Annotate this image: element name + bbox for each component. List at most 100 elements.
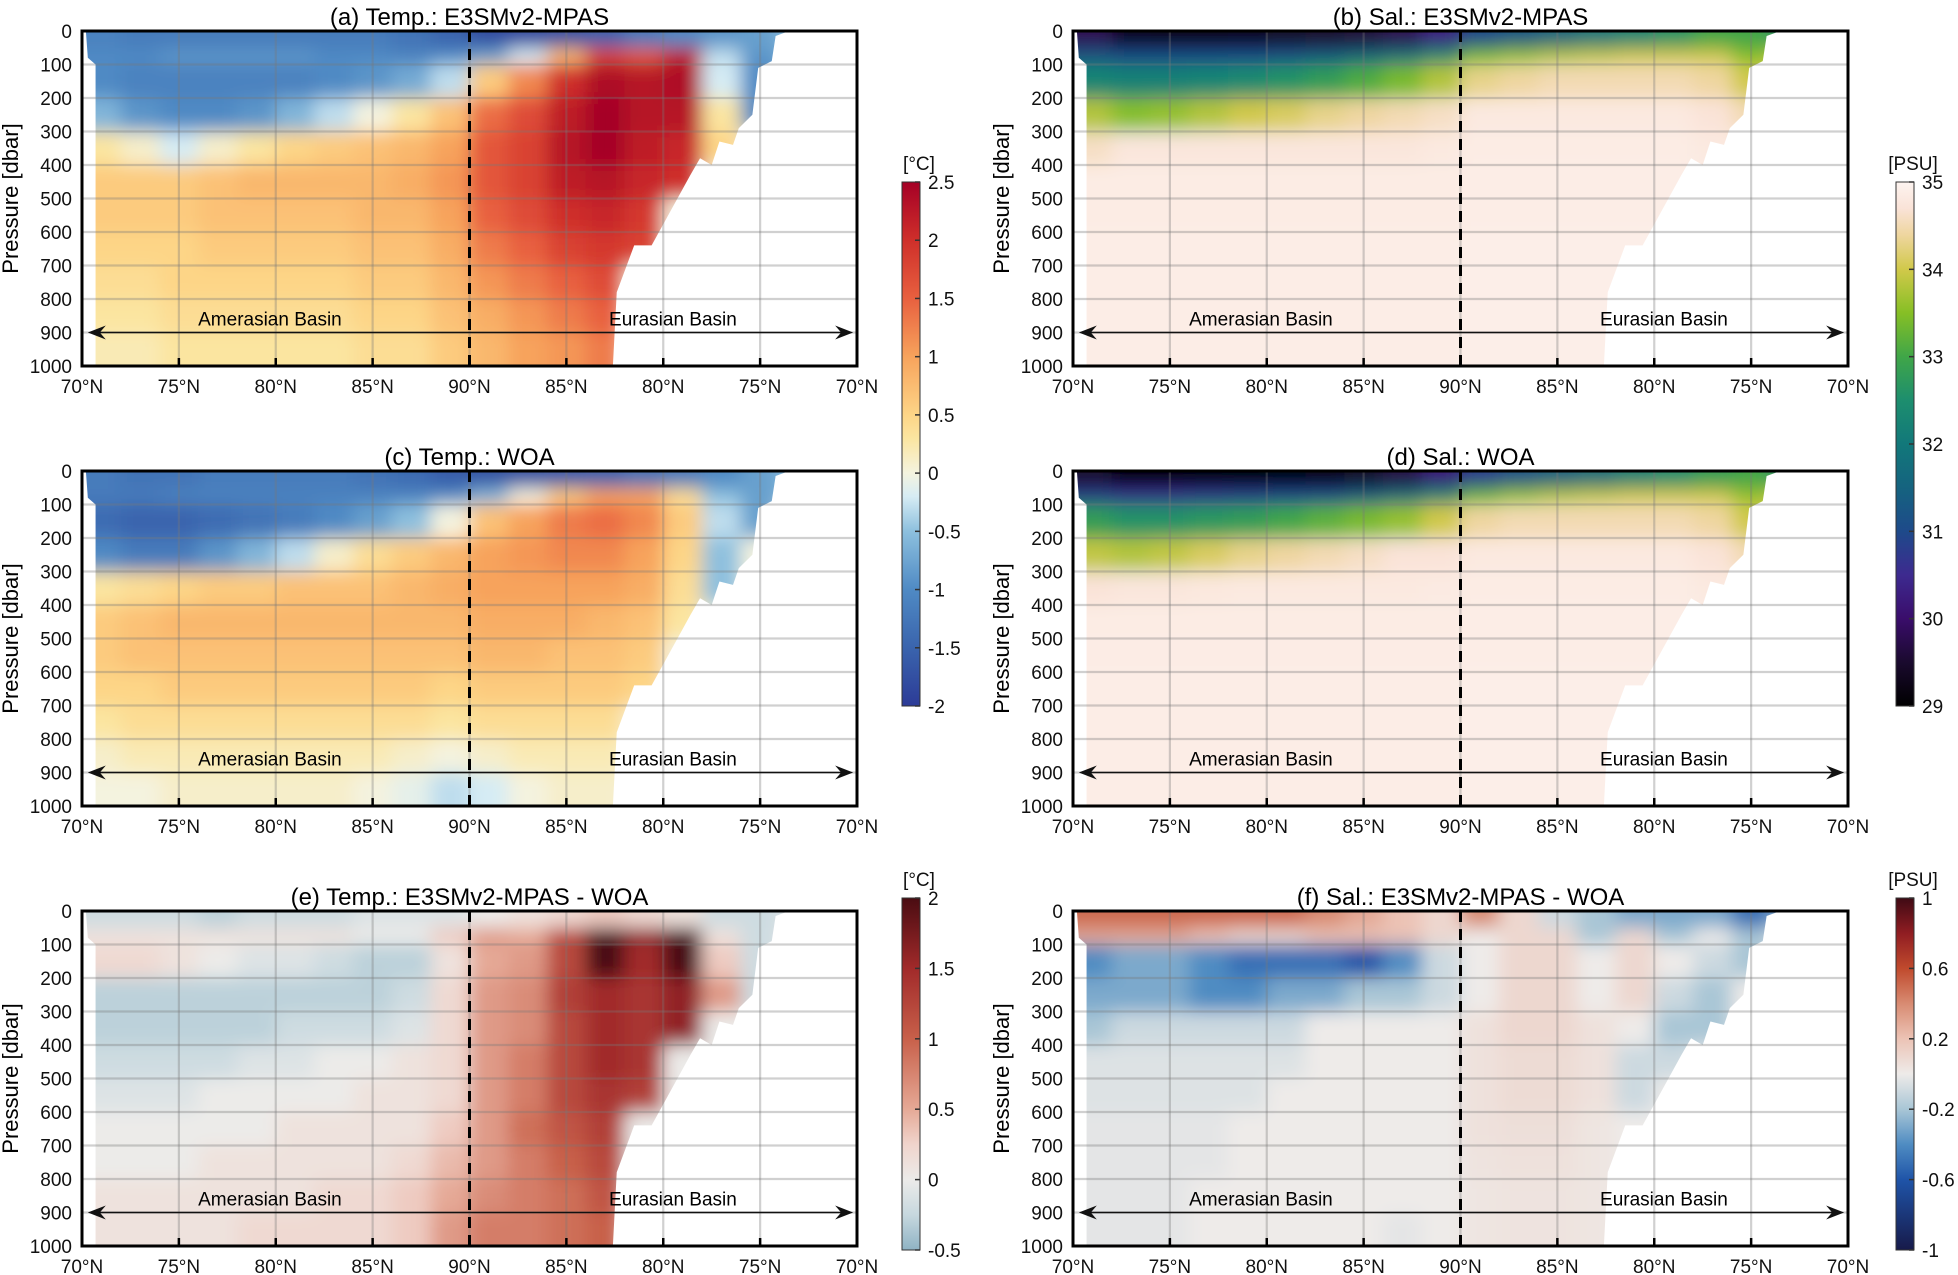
field-cell [779,571,790,606]
basin-label-eurasian: Eurasian Basin [1600,750,1728,771]
field-cell [198,538,238,572]
colorbar-temp: -2 -1.5 -1 -0.5 0 0.5 1 1.5 2 2.5[°C] [901,154,961,718]
field-cell [1305,1045,1345,1079]
field-cell [1150,198,1190,233]
field-cell [1460,705,1500,740]
field-cell [1266,265,1306,300]
field-cell [1499,1045,1539,1079]
field-cell [469,927,509,945]
field-cell [1693,487,1733,505]
field-cell [198,739,238,773]
field-cell [1654,471,1694,489]
field-cell [1576,1011,1616,1046]
field-cell [353,232,393,266]
field-cell [1421,911,1461,929]
basin-label-amerasian: Amerasian Basin [198,750,342,771]
field-cell [237,198,277,233]
field-cell [1576,1212,1616,1246]
field-cell [1809,299,1873,333]
field-cell [469,638,509,673]
field-cell [663,198,703,233]
field-cell [1228,705,1268,740]
field-cell [1576,605,1616,639]
field-cell [624,198,664,233]
y-tick-label: 200 [40,529,72,550]
x-tick-label: 90°N [448,817,490,838]
field-cell [1460,31,1500,49]
field-cell [159,504,199,539]
field-cell [1421,772,1461,806]
field-cell [469,1112,509,1146]
field-cell [1076,31,1113,49]
field-cell [1770,705,1781,740]
field-cell [1499,1112,1539,1146]
y-tick-label: 700 [1031,257,1063,278]
field-cell [392,1045,432,1079]
field-cell [353,131,393,166]
field-cell [508,131,548,166]
field-cell [1460,131,1500,166]
field-cell [314,911,354,929]
y-tick-label: 400 [40,1036,72,1057]
field-cell [1189,332,1229,366]
field-cell [1693,1145,1733,1180]
field-cell [159,1011,199,1046]
field-cell [275,299,315,333]
field-cell [430,198,470,233]
field-cell [1189,64,1229,99]
field-cell [1344,911,1384,929]
field-cell [1460,471,1500,489]
field-cell [1693,47,1733,65]
field-cell [1770,31,1781,49]
field-cell [585,332,625,366]
field-cell [1111,927,1151,945]
field-cell [1538,1011,1578,1046]
field-cell [1615,927,1655,945]
field-cell [275,605,315,639]
y-tick-label: 1000 [30,357,72,378]
x-tick-label: 80°N [1246,817,1288,838]
field-cell [1150,98,1190,132]
field-cell [818,672,882,706]
field-cell [469,504,509,539]
field-cell [1383,299,1423,333]
field-cell [1576,487,1616,505]
field-cell [547,571,587,606]
field-cell [1228,198,1268,233]
field-cell [1576,538,1616,572]
field-cell [1538,131,1578,166]
field-cell [1654,571,1694,606]
field-cell [1809,232,1873,266]
field-cell [392,47,432,65]
field-cell [353,638,393,673]
basin-label-amerasian: Amerasian Basin [1189,1190,1333,1211]
field-cell [624,944,664,979]
field-cell [1460,1078,1500,1113]
panel-title: (e) Temp.: E3SMv2-MPAS - WOA [291,884,649,911]
field-cell [430,944,470,979]
field-cell [1076,487,1113,505]
field-cell [1499,299,1539,333]
field-cell [624,47,664,65]
field-cell [314,47,354,65]
colorbar-tick-label: -0.6 [1922,1171,1955,1192]
field-cell [469,165,509,199]
arrowhead-right-icon [835,1205,854,1220]
colorbar-tick-label: -1 [928,581,945,602]
field-cell [663,504,703,539]
field-cell [624,1145,664,1180]
field-cell [1305,232,1345,266]
field-cell [547,198,587,233]
field-cell [275,911,315,929]
field-cell [663,605,703,639]
field-cell [508,1078,548,1113]
field-cell [237,672,277,706]
field-cell [1615,1112,1655,1146]
field-cell [1809,165,1873,199]
field-cell [159,944,199,979]
field-cell [624,64,664,99]
x-tick-label: 85°N [545,377,587,398]
field-cell [1615,1145,1655,1180]
field-cell [275,1179,315,1213]
field-cell [237,1179,277,1213]
